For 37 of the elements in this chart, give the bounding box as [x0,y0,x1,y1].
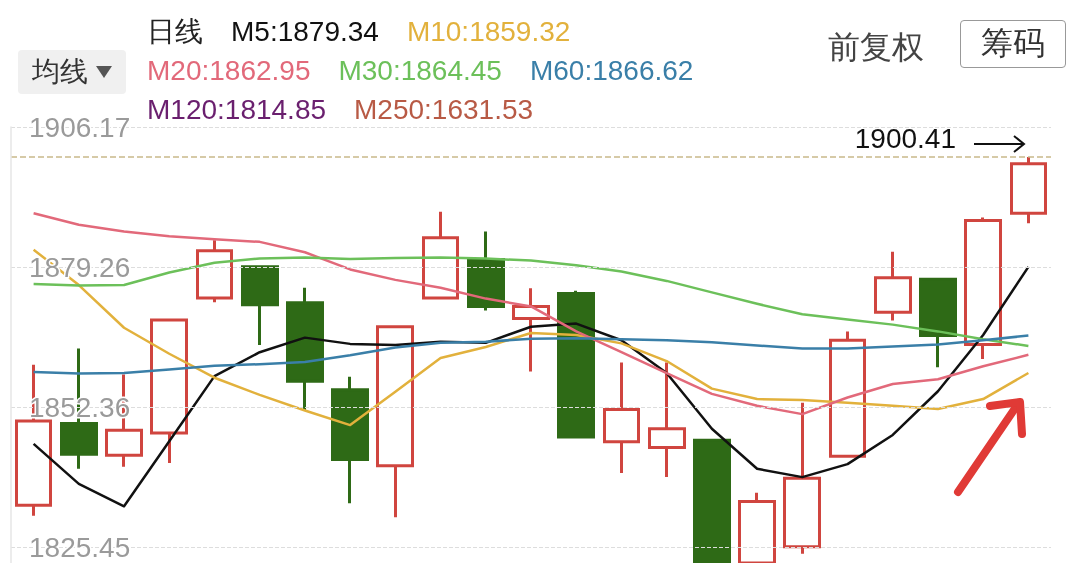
candlestick [738,492,776,563]
ref-line-label: 1900.41 [854,123,956,155]
candlestick [829,331,866,458]
candlestick [241,265,279,345]
line-series [32,248,1030,427]
candlestick [557,290,595,439]
text: M20:1862.95 [147,54,311,88]
candlestick [331,376,369,504]
text: 前复权 [828,28,924,67]
candlestick [874,251,912,321]
candlestick [919,277,957,368]
candlestick [693,438,731,563]
candlestick [196,240,233,303]
text: 均线 [32,55,88,89]
candlestick [376,325,414,518]
line-series [32,334,1030,375]
text: M5:1879.34 [231,15,379,49]
y-tick-label: 1825.45 [29,531,131,563]
candlestick [150,318,188,464]
candlestick [648,362,686,478]
text: 筹码 [960,20,1066,68]
candlestick [603,362,640,473]
candlestick [286,287,324,411]
candlestick [783,402,821,554]
candlestick [422,211,459,300]
y-tick-label: 1906.17 [29,111,131,143]
text: M60:1866.62 [529,54,694,88]
line-series [32,211,1030,416]
text: M10:1859.32 [406,15,571,49]
candlestick [1010,156,1047,224]
legend-label: M120:1814.85 [147,93,327,127]
candlestick [964,217,1002,359]
line-series [32,256,1030,348]
candlestick [467,231,505,311]
legend-label: M250:1631.53 [354,93,534,127]
text: M30:1864.45 [338,54,502,88]
text: 日线 [147,15,203,49]
